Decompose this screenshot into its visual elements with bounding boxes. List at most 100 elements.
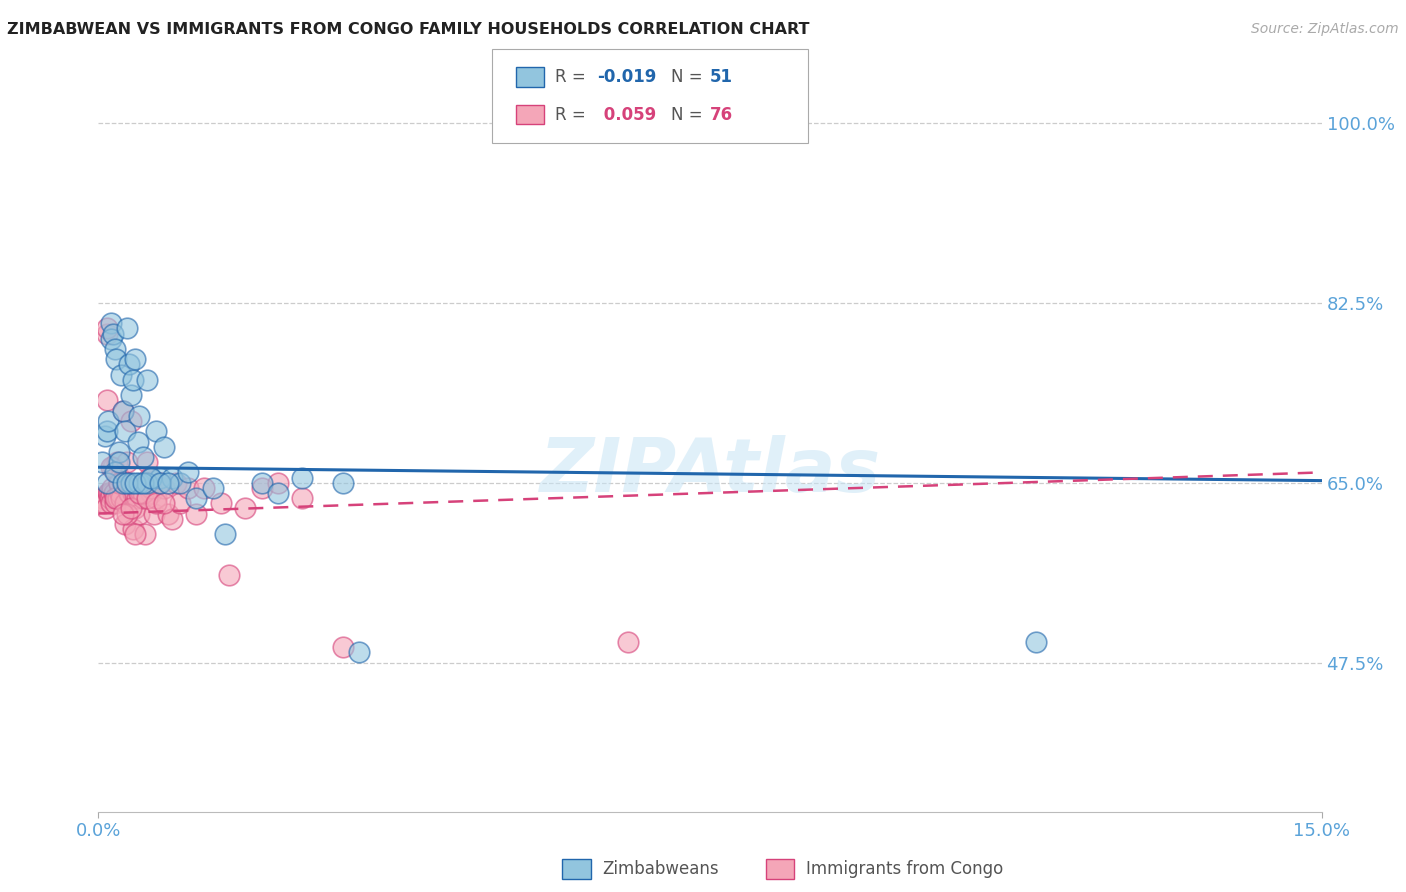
Point [617,635,640,649]
Point [160,470,183,484]
Point [108,445,131,459]
Point [149,475,172,490]
Point [349,645,371,659]
Point [149,475,172,490]
Text: Immigrants from Congo: Immigrants from Congo [806,860,1002,878]
Point [136,373,159,387]
Point [156,475,179,490]
Text: ZIMBABWEAN VS IMMIGRANTS FROM CONGO FAMILY HOUSEHOLDS CORRELATION CHART: ZIMBABWEAN VS IMMIGRANTS FROM CONGO FAMI… [7,22,810,37]
Point [250,481,273,495]
Point [209,496,232,510]
Text: N =: N = [671,105,707,123]
Point [201,481,224,495]
Point [142,507,165,521]
Point [149,470,172,484]
Point [291,470,314,484]
Point [218,568,240,582]
Text: R =: R = [555,105,592,123]
Point [141,470,163,484]
Point [118,358,141,372]
Point [124,527,146,541]
Point [125,491,148,505]
Point [267,475,290,490]
Point [120,388,142,402]
Point [101,481,124,495]
Point [110,491,132,505]
Point [138,470,160,484]
Point [100,332,122,346]
Text: 0.059: 0.059 [598,105,655,123]
Point [136,455,159,469]
Point [115,455,138,469]
Point [110,470,132,484]
Point [114,424,136,438]
Point [132,450,155,464]
Point [115,507,138,521]
Point [214,527,236,541]
Point [124,352,146,367]
Point [177,466,200,480]
Point [108,475,131,490]
Point [108,455,131,469]
Point [115,475,138,490]
Point [120,501,142,516]
Point [134,527,156,541]
Point [332,475,354,490]
Point [94,429,117,443]
Point [111,507,134,521]
Point [152,496,174,510]
Point [186,507,208,521]
Point [103,486,125,500]
Point [186,491,208,505]
Point [120,414,142,428]
Point [291,491,314,505]
Point [117,486,139,500]
Point [127,481,149,495]
Point [141,470,163,484]
Text: N =: N = [671,69,707,87]
Point [98,486,121,500]
Point [121,373,143,387]
Point [127,434,149,449]
Text: -0.019: -0.019 [598,69,657,87]
Point [96,321,118,335]
Point [165,475,187,490]
Point [128,486,150,500]
Point [107,491,129,505]
Point [145,496,167,510]
Text: Zimbabweans: Zimbabweans [602,860,718,878]
Point [267,486,290,500]
Point [108,475,131,490]
Point [97,486,120,500]
Text: ZIPAtlas: ZIPAtlas [540,434,880,508]
Point [129,486,152,500]
Point [96,424,118,438]
Point [145,491,167,505]
Point [136,491,159,505]
Point [132,486,155,500]
Point [120,475,142,490]
Point [128,409,150,423]
Point [114,516,136,531]
Text: Source: ZipAtlas.com: Source: ZipAtlas.com [1251,22,1399,37]
Point [128,507,150,521]
Point [141,486,163,500]
Point [93,496,115,510]
Point [128,475,150,490]
Point [156,507,179,521]
Point [233,501,256,516]
Point [122,522,145,536]
Point [114,496,136,510]
Text: 76: 76 [710,105,733,123]
Point [100,316,122,330]
Point [111,475,134,490]
Point [152,481,174,495]
Point [100,460,122,475]
Point [105,466,128,480]
Point [100,496,122,510]
Point [105,352,128,367]
Point [132,475,155,490]
Point [101,460,124,475]
Point [97,414,120,428]
Point [193,481,215,495]
